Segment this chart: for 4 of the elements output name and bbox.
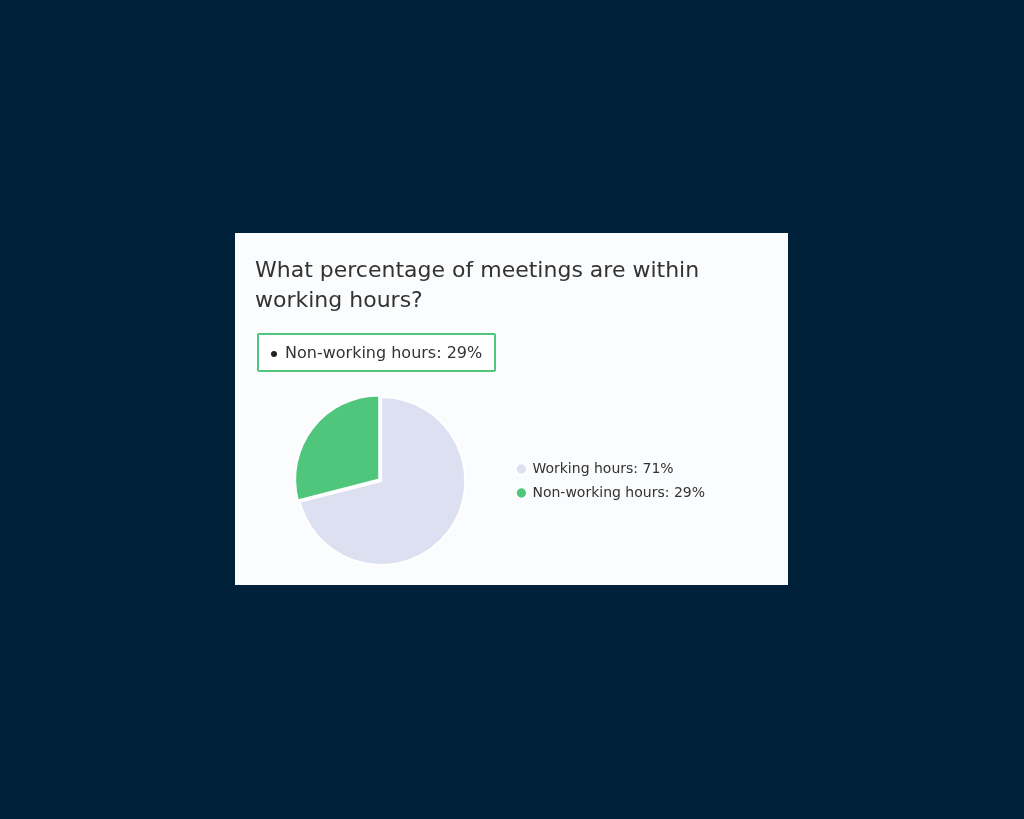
text: Non-working hours: 29% <box>285 343 483 362</box>
chart-title: What percentage of meetings are within working hours? <box>255 256 701 314</box>
legend-label: Non-working hours: 29% <box>532 483 706 500</box>
legend-label: Working hours: 71% <box>532 459 674 476</box>
